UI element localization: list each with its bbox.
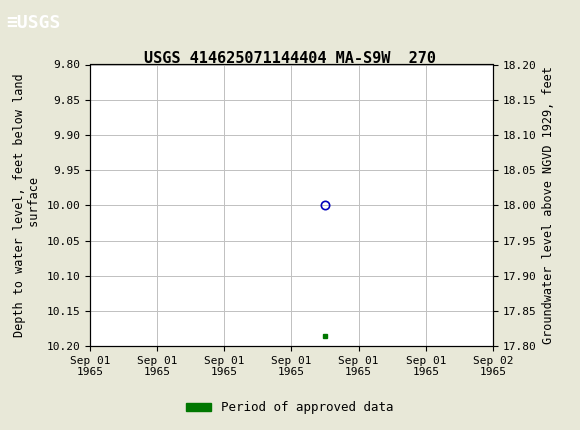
Text: USGS 414625071144404 MA-S9W  270: USGS 414625071144404 MA-S9W 270	[144, 51, 436, 65]
Legend: Period of approved data: Period of approved data	[181, 396, 399, 419]
Y-axis label: Depth to water level, feet below land
 surface: Depth to water level, feet below land su…	[13, 74, 41, 337]
Text: ≡USGS: ≡USGS	[6, 14, 60, 31]
Y-axis label: Groundwater level above NGVD 1929, feet: Groundwater level above NGVD 1929, feet	[542, 66, 555, 344]
